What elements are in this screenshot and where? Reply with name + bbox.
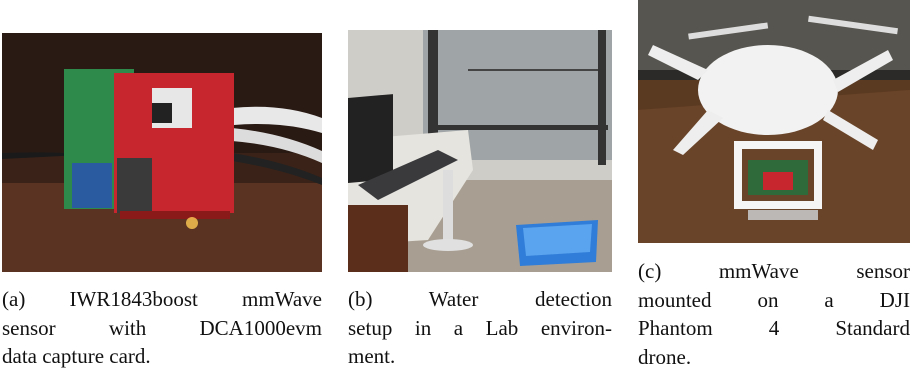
- caption-line: Phantom 4 Standard: [638, 314, 910, 343]
- caption-line: data capture card.: [2, 342, 322, 371]
- photo-drone: [638, 0, 910, 243]
- figure-page: (a) IWR1843boost mmWavesensor with DCA10…: [0, 0, 912, 374]
- photo-sensor-board: [2, 33, 322, 272]
- caption-line: (c) mmWave sensor: [638, 257, 910, 286]
- caption-line: ment.: [348, 342, 612, 371]
- caption-line: (b) Water detection: [348, 285, 612, 314]
- caption-line: sensor with DCA1000evm: [2, 314, 322, 343]
- caption-line: drone.: [638, 343, 910, 372]
- caption-line: (a) IWR1843boost mmWave: [2, 285, 322, 314]
- caption-line: mounted on a DJI: [638, 286, 910, 315]
- caption-line: setup in a Lab environ-: [348, 314, 612, 343]
- photo-lab-setup: [348, 30, 612, 272]
